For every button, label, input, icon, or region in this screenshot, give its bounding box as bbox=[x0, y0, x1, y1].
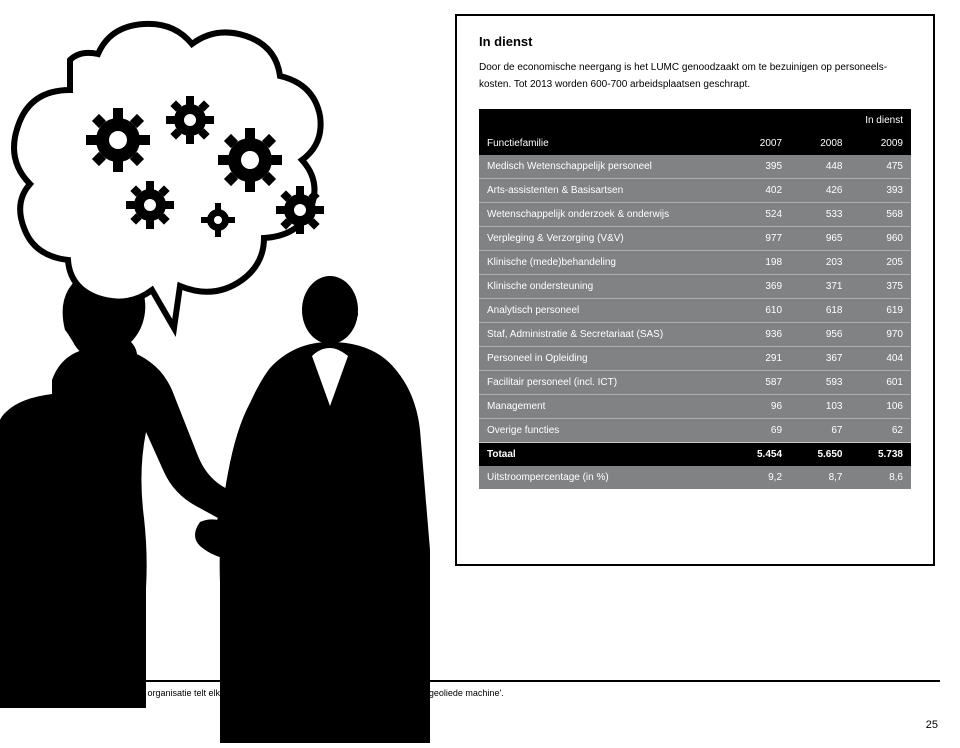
section-body: Door de economische neergang is het LUMC… bbox=[479, 59, 911, 93]
row-label: Klinische ondersteuning bbox=[479, 275, 730, 299]
illustration-panel bbox=[0, 0, 430, 743]
table-row: Overige functies696762 bbox=[479, 419, 911, 443]
table-header-row: Functiefamilie 2007 2008 2009 bbox=[479, 132, 911, 155]
row-value: 568 bbox=[851, 203, 912, 227]
row-value: 103 bbox=[790, 395, 850, 419]
dialogue-illustration bbox=[0, 0, 430, 743]
table-outflow-row: Uitstroompercentage (in %) 9,2 8,7 8,6 bbox=[479, 466, 911, 489]
row-label: Staf, Administratie & Secretariaat (SAS) bbox=[479, 323, 730, 347]
row-value: 367 bbox=[790, 347, 850, 371]
row-label: Analytisch personeel bbox=[479, 299, 730, 323]
total-2009: 5.738 bbox=[851, 443, 912, 467]
row-value: 448 bbox=[790, 155, 850, 179]
table-top-label: In dienst bbox=[851, 109, 912, 132]
row-value: 371 bbox=[790, 275, 850, 299]
row-label: Medisch Wetenschappelijk personeel bbox=[479, 155, 730, 179]
table-row: Klinische ondersteuning369371375 bbox=[479, 275, 911, 299]
row-value: 106 bbox=[851, 395, 912, 419]
row-label: Overige functies bbox=[479, 419, 730, 443]
table-top-label-row: In dienst bbox=[479, 109, 911, 132]
row-value: 587 bbox=[730, 371, 790, 395]
row-value: 69 bbox=[730, 419, 790, 443]
row-label: Verpleging & Verzorging (V&V) bbox=[479, 227, 730, 251]
caption-rule bbox=[20, 680, 940, 682]
section-title: In dienst bbox=[479, 34, 911, 49]
table-total-row: Totaal 5.454 5.650 5.738 bbox=[479, 443, 911, 467]
row-label: Management bbox=[479, 395, 730, 419]
table-row: Verpleging & Verzorging (V&V)977965960 bbox=[479, 227, 911, 251]
row-value: 475 bbox=[851, 155, 912, 179]
total-label: Totaal bbox=[479, 443, 730, 467]
total-2008: 5.650 bbox=[790, 443, 850, 467]
staff-table: In dienst Functiefamilie 2007 2008 2009 … bbox=[479, 109, 911, 489]
col-header-2008: 2008 bbox=[790, 132, 850, 155]
outflow-2008: 8,7 bbox=[790, 466, 850, 489]
table-row: Medisch Wetenschappelijk personeel395448… bbox=[479, 155, 911, 179]
row-value: 198 bbox=[730, 251, 790, 275]
info-panel: In dienst Door de economische neergang i… bbox=[455, 14, 935, 566]
row-value: 965 bbox=[790, 227, 850, 251]
row-value: 936 bbox=[730, 323, 790, 347]
row-label: Klinische (mede)behandeling bbox=[479, 251, 730, 275]
table-row: Management96103106 bbox=[479, 395, 911, 419]
row-value: 395 bbox=[730, 155, 790, 179]
row-value: 524 bbox=[730, 203, 790, 227]
caption-block: DIALOOG IN HET LUMC In de organisatie te… bbox=[20, 680, 940, 698]
table-row: Analytisch personeel610618619 bbox=[479, 299, 911, 323]
row-value: 402 bbox=[730, 179, 790, 203]
table-row: Arts-assistenten & Basisartsen402426393 bbox=[479, 179, 911, 203]
row-value: 291 bbox=[730, 347, 790, 371]
caption-text: DIALOOG IN HET LUMC In de organisatie te… bbox=[20, 688, 940, 698]
row-value: 956 bbox=[790, 323, 850, 347]
row-value: 62 bbox=[851, 419, 912, 443]
row-label: Personeel in Opleiding bbox=[479, 347, 730, 371]
row-value: 619 bbox=[851, 299, 912, 323]
table-row: Staf, Administratie & Secretariaat (SAS)… bbox=[479, 323, 911, 347]
table-row: Facilitair personeel (incl. ICT)58759360… bbox=[479, 371, 911, 395]
outflow-2007: 9,2 bbox=[730, 466, 790, 489]
total-2007: 5.454 bbox=[730, 443, 790, 467]
row-value: 426 bbox=[790, 179, 850, 203]
row-value: 970 bbox=[851, 323, 912, 347]
row-value: 618 bbox=[790, 299, 850, 323]
row-value: 601 bbox=[851, 371, 912, 395]
outflow-2009: 8,6 bbox=[851, 466, 912, 489]
outflow-label: Uitstroompercentage (in %) bbox=[479, 466, 730, 489]
page-number: 25 bbox=[926, 719, 938, 731]
caption-rest: In de organisatie telt elk radertje. In … bbox=[123, 688, 504, 698]
row-value: 375 bbox=[851, 275, 912, 299]
row-value: 393 bbox=[851, 179, 912, 203]
row-value: 404 bbox=[851, 347, 912, 371]
row-value: 593 bbox=[790, 371, 850, 395]
row-value: 369 bbox=[730, 275, 790, 299]
col-header-2009: 2009 bbox=[851, 132, 912, 155]
caption-lead: DIALOOG IN HET LUMC bbox=[20, 688, 123, 698]
row-label: Wetenschappelijk onderzoek & onderwijs bbox=[479, 203, 730, 227]
row-value: 533 bbox=[790, 203, 850, 227]
row-value: 960 bbox=[851, 227, 912, 251]
table-row: Klinische (mede)behandeling198203205 bbox=[479, 251, 911, 275]
row-label: Facilitair personeel (incl. ICT) bbox=[479, 371, 730, 395]
row-value: 96 bbox=[730, 395, 790, 419]
col-header-label: Functiefamilie bbox=[479, 132, 730, 155]
row-value: 977 bbox=[730, 227, 790, 251]
row-value: 203 bbox=[790, 251, 850, 275]
col-header-2007: 2007 bbox=[730, 132, 790, 155]
row-value: 67 bbox=[790, 419, 850, 443]
row-value: 610 bbox=[730, 299, 790, 323]
table-row: Personeel in Opleiding291367404 bbox=[479, 347, 911, 371]
row-value: 205 bbox=[851, 251, 912, 275]
table-row: Wetenschappelijk onderzoek & onderwijs52… bbox=[479, 203, 911, 227]
row-label: Arts-assistenten & Basisartsen bbox=[479, 179, 730, 203]
